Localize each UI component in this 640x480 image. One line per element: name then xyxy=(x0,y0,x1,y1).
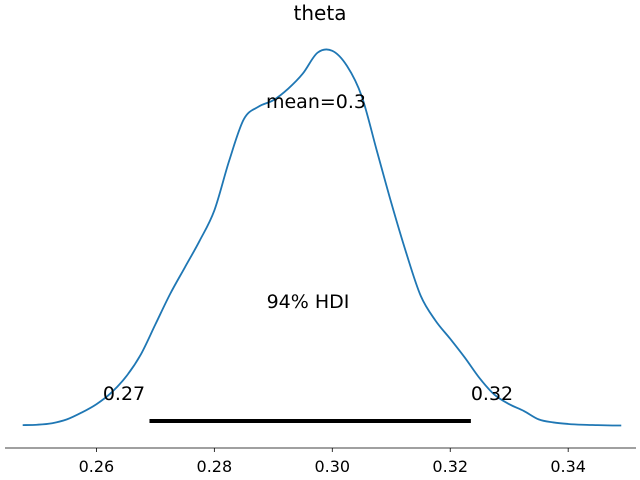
x-tick-label: 0.34 xyxy=(550,457,586,476)
hdi-annotation: 94% HDI xyxy=(267,291,350,313)
hdi-high-label: 0.32 xyxy=(471,383,513,405)
chart-title: theta xyxy=(294,1,347,25)
mean-annotation: mean=0.3 xyxy=(266,91,366,113)
hdi-low-label: 0.27 xyxy=(103,383,145,405)
density-curve xyxy=(22,48,622,427)
x-tick-label: 0.26 xyxy=(79,457,115,476)
x-tick-label: 0.30 xyxy=(314,457,350,476)
x-tick-label: 0.28 xyxy=(197,457,233,476)
x-tick-label: 0.32 xyxy=(432,457,468,476)
